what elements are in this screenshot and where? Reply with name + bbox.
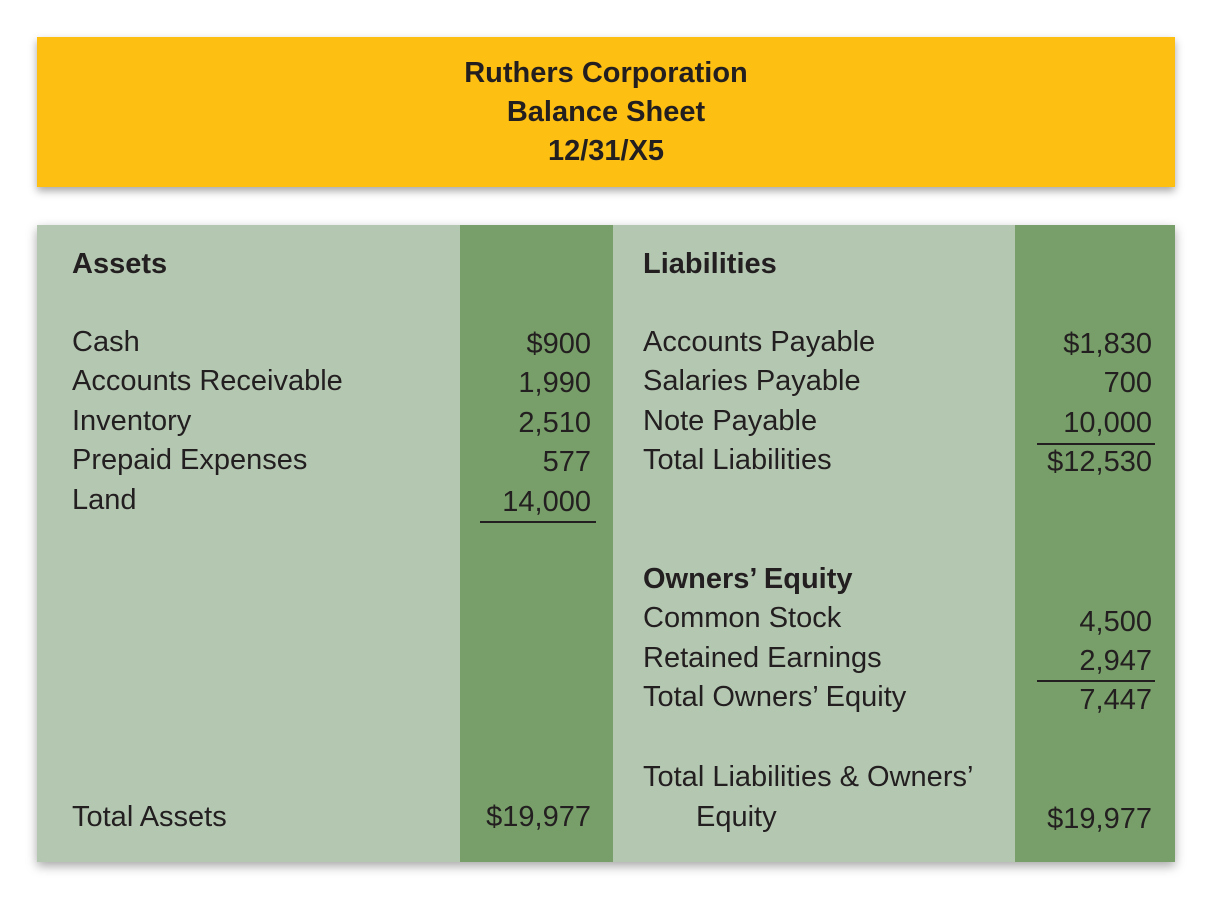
total-equity-value: 7,447 [1079, 684, 1152, 716]
equity-value-retained-earnings: 2,947 [1079, 645, 1152, 677]
asset-label-prepaid-expenses: Prepaid Expenses [72, 444, 308, 476]
total-liabilities-value: $12,530 [1047, 446, 1152, 478]
assets-value-column [460, 225, 613, 862]
grand-total-label-line1: Total Liabilities & Owners’ [643, 761, 974, 793]
equity-label-retained-earnings: Retained Earnings [643, 642, 882, 674]
asset-label-land: Land [72, 484, 137, 516]
equity-label-common-stock: Common Stock [643, 602, 842, 634]
balance-sheet-table: Assets Cash $900 Accounts Receivable 1,9… [37, 225, 1175, 862]
liabilities-heading: Liabilities [643, 248, 777, 280]
asset-value-accounts-receivable: 1,990 [518, 367, 591, 399]
liability-label-accounts-payable: Accounts Payable [643, 326, 876, 358]
equity-subtotal-rule [1037, 680, 1155, 682]
liabilities-subtotal-rule [1037, 443, 1155, 445]
grand-total-label-line2: Equity [696, 801, 777, 833]
asset-label-inventory: Inventory [72, 405, 192, 437]
liability-value-accounts-payable: $1,830 [1063, 328, 1152, 360]
assets-subtotal-rule [480, 521, 596, 523]
equity-value-common-stock: 4,500 [1079, 606, 1152, 638]
liability-label-salaries-payable: Salaries Payable [643, 365, 861, 397]
asset-value-cash: $900 [526, 328, 591, 360]
total-equity-label: Total Owners’ Equity [643, 681, 907, 713]
asset-value-land: 14,000 [502, 486, 591, 518]
liability-value-salaries-payable: 700 [1103, 367, 1152, 399]
statement-title: Balance Sheet [506, 96, 706, 128]
total-liabilities-label: Total Liabilities [643, 444, 832, 476]
asset-label-accounts-receivable: Accounts Receivable [72, 365, 343, 397]
statement-date: 12/31/X5 [547, 135, 665, 167]
assets-heading: Assets [72, 248, 168, 280]
asset-value-prepaid-expenses: 577 [542, 446, 591, 478]
liabilities-value-column [1015, 225, 1175, 862]
statement-header: Ruthers Corporation Balance Sheet 12/31/… [37, 37, 1175, 187]
asset-label-cash: Cash [72, 326, 140, 358]
total-assets-value: $19,977 [486, 801, 591, 833]
grand-total-value: $19,977 [1047, 803, 1152, 835]
asset-value-inventory: 2,510 [518, 407, 591, 439]
equity-heading: Owners’ Equity [643, 563, 853, 595]
liability-value-note-payable: 10,000 [1063, 407, 1152, 439]
total-assets-label: Total Assets [72, 801, 227, 833]
liability-label-note-payable: Note Payable [643, 405, 818, 437]
company-name: Ruthers Corporation [464, 57, 748, 89]
